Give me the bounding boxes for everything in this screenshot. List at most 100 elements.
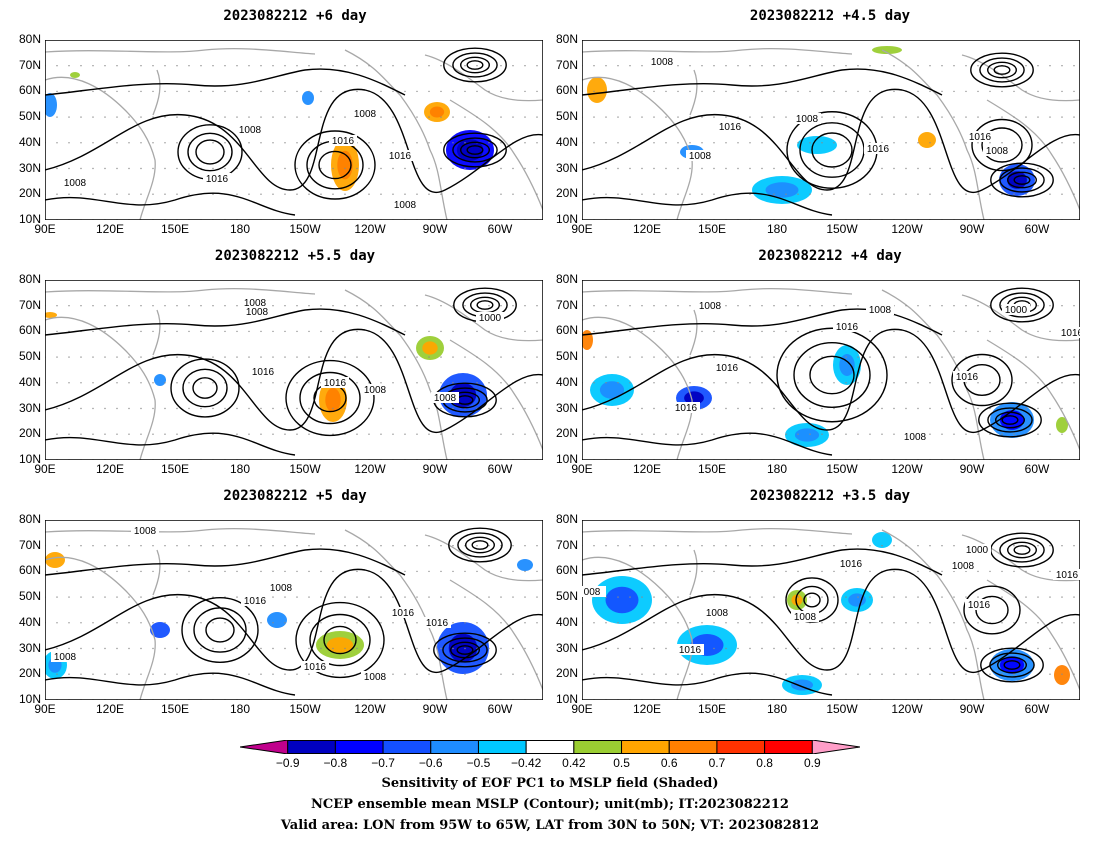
panel-title-4: 2023082212 +4 day	[758, 248, 902, 264]
isobar-label: 1016	[719, 122, 742, 133]
lat-tick-label: 40N	[555, 374, 578, 389]
lat-tick-label: 40N	[18, 614, 41, 629]
colorbar-tick-label: −0.9	[275, 756, 300, 770]
lat-tick-label: 20N	[18, 186, 41, 201]
lon-tick-label: 150E	[160, 462, 190, 476]
isobar-label: 1008	[64, 178, 87, 189]
isobar-label: 1008	[904, 432, 927, 443]
lat-tick-label: 80N	[555, 512, 578, 526]
lon-tick-label: 180	[766, 702, 788, 716]
lat-tick-label: 10N	[555, 691, 578, 706]
lat-tick-label: 50N	[555, 109, 578, 124]
lon-tick-label: 90W	[959, 702, 985, 716]
lon-tick-label: 60W	[487, 222, 513, 236]
isobar-label: 1008	[706, 608, 729, 619]
lon-tick-label: 180	[229, 222, 251, 236]
lat-tick-label: 20N	[555, 186, 578, 201]
lon-tick-label: 60W	[1024, 462, 1050, 476]
isobar-label: 1016	[968, 600, 991, 611]
isobar-label: 1008	[986, 146, 1009, 157]
colorbar-tick-label: 0.9	[803, 756, 821, 770]
isobar-label: 1008	[434, 393, 457, 404]
lat-tick-label: 10N	[555, 211, 578, 226]
colorbar-tick-label: 0.5	[613, 756, 630, 770]
lon-tick-label: 120W	[354, 222, 386, 236]
isobar-label: 1008	[651, 57, 674, 68]
isobar-label: 1008	[54, 652, 77, 663]
lat-tick-label: 60N	[18, 83, 41, 98]
isobar-label: 1016	[252, 367, 275, 378]
lon-tick-label: 60W	[487, 702, 513, 716]
colorbar-tick-label: 0.6	[660, 756, 678, 770]
isobar-label: 1016	[389, 151, 412, 162]
lat-tick-label: 30N	[18, 160, 41, 175]
isobar-label: 1008	[869, 305, 892, 316]
lat-tick-label: 10N	[18, 451, 41, 466]
lat-tick-label: 70N	[555, 57, 578, 72]
isobar-label: 1016	[679, 645, 702, 656]
lat-tick-label: 80N	[18, 512, 41, 526]
isobar-label: 1016	[426, 618, 449, 629]
isobar-label: 1016	[304, 662, 327, 673]
lat-tick-label: 40N	[555, 614, 578, 629]
colorbar	[240, 740, 860, 754]
panel-title-1: 2023082212 +6 day	[223, 8, 367, 24]
lat-tick-label: 20N	[18, 666, 41, 681]
lat-tick-label: 50N	[18, 349, 41, 364]
lon-tick-label: 120W	[891, 462, 923, 476]
panel-title-2: 2023082212 +4.5 day	[749, 8, 911, 24]
colorbar-swatch	[668, 740, 718, 754]
isobar-label: 1008	[246, 307, 269, 318]
lat-tick-label: 60N	[555, 563, 578, 578]
lat-tick-label: 20N	[555, 666, 578, 681]
lon-tick-label: 120W	[354, 462, 386, 476]
colorbar-swatch	[764, 740, 813, 754]
lon-tick-label: 90E	[34, 462, 56, 476]
isobar-label: 1000	[1005, 305, 1028, 316]
sensitivity-map-3.5day: 008 1016 1008 1008 1016 1000 1008 1016 1016	[582, 520, 1080, 700]
lat-tick-label: 70N	[18, 537, 41, 552]
lat-tick-label: 30N	[18, 400, 41, 415]
isobar-label: 1016	[956, 372, 979, 383]
lat-tick-label: 10N	[555, 451, 578, 466]
lat-tick-label: 50N	[18, 109, 41, 124]
lon-tick-label: 120W	[354, 702, 386, 716]
lon-tick-label: 150W	[289, 222, 321, 236]
lat-tick-label: 70N	[555, 537, 578, 552]
isobar-label: 1016	[675, 403, 698, 414]
lon-tick-label: 150E	[160, 702, 190, 716]
isobar-label: 1008	[689, 151, 712, 162]
lat-tick-label: 60N	[555, 83, 578, 98]
lon-tick-label: 150W	[289, 702, 321, 716]
isobar-label: 1016	[392, 608, 415, 619]
isobar-label: 1016	[206, 174, 229, 185]
lat-tick-label: 30N	[555, 160, 578, 175]
sensitivity-map-4.5day: 1008 1016 1008 1008 1016 1016 1008	[582, 40, 1080, 220]
colorbar-tick-label: 0.7	[708, 756, 726, 770]
lat-tick-label: 40N	[18, 134, 41, 149]
lon-tick-label: 150W	[826, 702, 858, 716]
lat-tick-label: 70N	[555, 297, 578, 312]
lat-tick-label: 20N	[555, 426, 578, 441]
colorbar-tick-label: 0.8	[756, 756, 773, 770]
isobar-label: 1008	[134, 526, 157, 537]
lat-tick-label: 20N	[18, 426, 41, 441]
lon-tick-label: 120E	[95, 702, 125, 716]
lat-tick-label: 80N	[555, 272, 578, 286]
lat-tick-label: 50N	[555, 589, 578, 604]
lon-tick-label: 90E	[571, 702, 593, 716]
lon-tick-label: 120W	[891, 702, 923, 716]
lat-tick-label: 50N	[555, 349, 578, 364]
lat-tick-label: 60N	[555, 323, 578, 338]
isobar-label: 1008	[794, 612, 817, 623]
isobar-label: 1016	[324, 378, 347, 389]
colorbar-swatch	[287, 740, 336, 754]
sensitivity-map-6day: 1008 1008 1016 1016 1016 1008 1008	[45, 40, 543, 220]
shading	[592, 532, 1070, 695]
lon-tick-label: 120W	[891, 222, 923, 236]
colorbar-tick-label: −0.42	[510, 756, 542, 770]
colorbar-tick-label: 0.42	[562, 756, 586, 770]
lon-tick-label: 150W	[826, 462, 858, 476]
colorbar-tick-label: −0.8	[323, 756, 348, 770]
